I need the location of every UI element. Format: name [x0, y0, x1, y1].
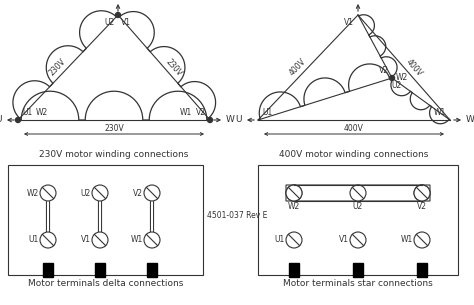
Ellipse shape [286, 185, 302, 201]
Text: W1: W1 [434, 108, 446, 117]
Text: W2: W2 [288, 202, 300, 211]
Text: 230V: 230V [164, 57, 184, 78]
Circle shape [40, 185, 56, 201]
Text: V1: V1 [344, 18, 354, 27]
Text: W2: W2 [36, 108, 48, 117]
Bar [8, 165, 203, 275]
Circle shape [144, 185, 160, 201]
Circle shape [40, 232, 56, 248]
Text: W: W [466, 116, 474, 124]
Text: V1: V1 [81, 235, 91, 245]
Text: V1: V1 [121, 18, 131, 27]
Bar [353, 263, 363, 277]
Bar [417, 263, 427, 277]
Text: 4501-037 Rev E: 4501-037 Rev E [207, 210, 267, 220]
Text: 400V: 400V [404, 57, 424, 78]
Text: V2: V2 [196, 108, 206, 117]
Text: W2: W2 [27, 188, 39, 198]
Text: 230V: 230V [48, 57, 68, 78]
Circle shape [350, 185, 366, 201]
Text: U1: U1 [262, 108, 272, 117]
Text: 230V: 230V [104, 124, 124, 133]
Text: V2: V2 [379, 66, 389, 75]
Circle shape [144, 232, 160, 248]
Text: U1: U1 [29, 235, 39, 245]
Text: U2: U2 [353, 202, 363, 211]
Circle shape [116, 13, 120, 17]
Text: W1: W1 [401, 235, 413, 245]
Bar [258, 165, 458, 275]
Text: Motor terminals delta connections: Motor terminals delta connections [28, 279, 183, 288]
Text: 400V: 400V [344, 124, 364, 133]
Text: U2: U2 [391, 81, 401, 90]
Bar [95, 263, 105, 277]
Circle shape [286, 232, 302, 248]
Text: V1: V1 [339, 235, 349, 245]
Text: U: U [236, 116, 242, 124]
Circle shape [414, 232, 430, 248]
Text: W: W [226, 116, 235, 124]
Circle shape [92, 232, 108, 248]
Bar [289, 263, 299, 277]
Circle shape [350, 232, 366, 248]
Circle shape [16, 117, 20, 123]
Bar [43, 263, 53, 277]
Text: W1: W1 [131, 235, 143, 245]
Text: 230V motor winding connections: 230V motor winding connections [39, 150, 189, 159]
Circle shape [390, 76, 394, 81]
Text: 400V: 400V [288, 57, 308, 78]
Circle shape [414, 185, 430, 201]
Text: W2: W2 [396, 73, 408, 81]
FancyBboxPatch shape [286, 185, 430, 201]
Text: V2: V2 [133, 188, 143, 198]
Text: 400V motor winding connections: 400V motor winding connections [279, 150, 428, 159]
Text: W1: W1 [180, 108, 192, 117]
Ellipse shape [414, 185, 430, 201]
Text: V2: V2 [417, 202, 427, 211]
Circle shape [92, 185, 108, 201]
Circle shape [286, 185, 302, 201]
Text: U1: U1 [22, 108, 32, 117]
Bar [147, 263, 157, 277]
Circle shape [208, 117, 212, 123]
Text: U1: U1 [275, 235, 285, 245]
Text: Motor terminals star connections: Motor terminals star connections [283, 279, 433, 288]
Text: U2: U2 [81, 188, 91, 198]
Text: U: U [0, 116, 2, 124]
Text: U2: U2 [105, 18, 115, 27]
